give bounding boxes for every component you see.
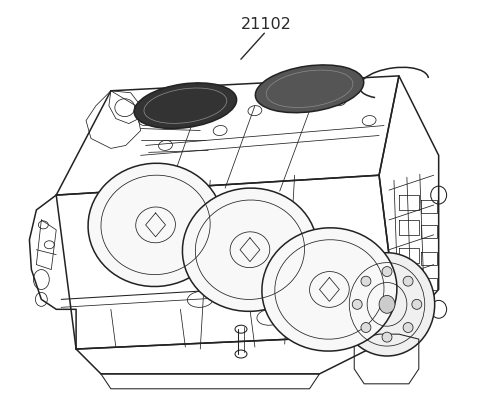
Ellipse shape: [255, 65, 364, 113]
Ellipse shape: [382, 332, 392, 342]
Ellipse shape: [403, 322, 413, 332]
Ellipse shape: [339, 253, 435, 356]
Ellipse shape: [379, 295, 395, 313]
Ellipse shape: [182, 188, 317, 311]
Ellipse shape: [144, 88, 227, 124]
Ellipse shape: [403, 276, 413, 286]
Ellipse shape: [382, 267, 392, 277]
Ellipse shape: [352, 300, 362, 310]
Ellipse shape: [361, 322, 371, 332]
Ellipse shape: [412, 300, 422, 310]
Ellipse shape: [361, 276, 371, 286]
Text: 21102: 21102: [241, 17, 292, 32]
Ellipse shape: [262, 228, 397, 351]
Ellipse shape: [134, 83, 237, 129]
Ellipse shape: [266, 70, 353, 107]
Ellipse shape: [88, 163, 223, 287]
